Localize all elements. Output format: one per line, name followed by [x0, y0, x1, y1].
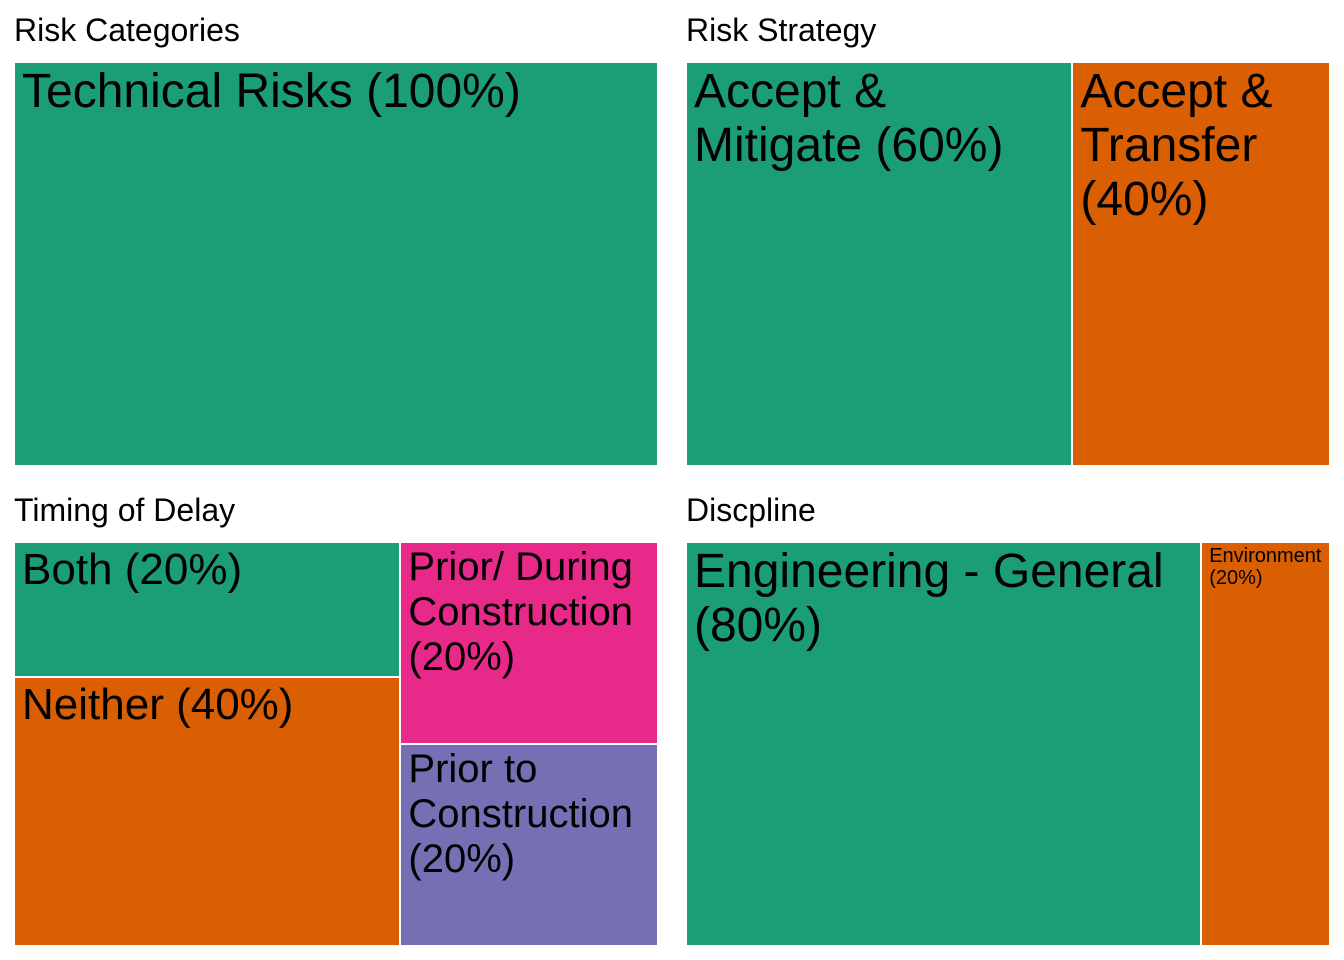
- treemap-area: Neither (40%) Both (20%) Prior/ During C…: [14, 542, 658, 946]
- treemap-tile: Environment (20%): [1201, 542, 1330, 946]
- tile-label: Prior/ During Construction (20%): [408, 545, 633, 679]
- tile-label: Environment (20%): [1209, 545, 1322, 590]
- chart-title: Risk Strategy: [686, 12, 877, 48]
- treemap-panel-timing-of-delay: Timing of Delay Neither (40%) Both (20%)…: [14, 484, 658, 946]
- treemap-tile: Prior/ During Construction (20%): [400, 542, 658, 744]
- tile-label: Neither (40%): [22, 679, 294, 729]
- tile-label: Accept & Mitigate (60%): [694, 65, 1004, 172]
- treemap-panel-risk-categories: Risk Categories Technical Risks (100%): [14, 4, 658, 466]
- treemap-tile: Both (20%): [14, 542, 401, 677]
- tile-label: Both (20%): [22, 545, 243, 594]
- treemap-area: Accept & Mitigate (60%) Accept & Transfe…: [686, 62, 1330, 466]
- treemap-area: Engineering - General (80%) Environment …: [686, 542, 1330, 946]
- tile-label: Accept & Transfer (40%): [1080, 65, 1273, 226]
- treemap-tile: Engineering - General (80%): [686, 542, 1202, 946]
- chart-title: Timing of Delay: [14, 492, 236, 528]
- tile-label: Engineering - General (80%): [694, 545, 1164, 652]
- tile-label: Technical Risks (100%): [22, 65, 521, 118]
- chart-title: Risk Categories: [14, 12, 240, 48]
- treemap-tile: Prior to Construction (20%): [400, 744, 658, 946]
- treemap-tile: Neither (40%): [14, 676, 401, 946]
- treemap-tile: Accept & Transfer (40%): [1072, 62, 1330, 466]
- treemap-tile: Accept & Mitigate (60%): [686, 62, 1073, 466]
- treemap-area: Technical Risks (100%): [14, 62, 658, 466]
- treemap-tile: Technical Risks (100%): [14, 62, 658, 466]
- chart-title: Discpline: [686, 492, 816, 528]
- treemap-panel-risk-strategy: Risk Strategy Accept & Mitigate (60%) Ac…: [686, 4, 1330, 466]
- tile-label: Prior to Construction (20%): [408, 747, 633, 881]
- treemap-panel-discpline: Discpline Engineering - General (80%) En…: [686, 484, 1330, 946]
